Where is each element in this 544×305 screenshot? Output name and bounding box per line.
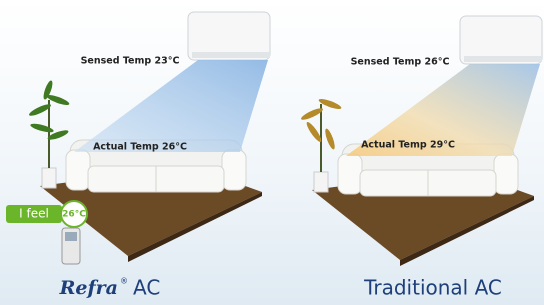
badge-temp: 26°C xyxy=(62,210,86,220)
caption: AC xyxy=(133,276,160,300)
badge-label: I feel xyxy=(19,207,49,221)
actual-temp: Actual Temp 26°C xyxy=(93,142,187,153)
caption: Traditional AC xyxy=(363,276,502,300)
brand: Refra xyxy=(59,277,118,299)
actual-temp: Actual Temp 29°C xyxy=(361,140,455,151)
sensed-temp: Sensed Temp 23°C xyxy=(81,56,180,67)
illustration: Sensed Temp 23°C Actual Temp 26°C I feel… xyxy=(0,0,544,305)
brand-mark: ® xyxy=(120,277,128,286)
sensed-temp: Sensed Temp 26°C xyxy=(351,57,450,68)
